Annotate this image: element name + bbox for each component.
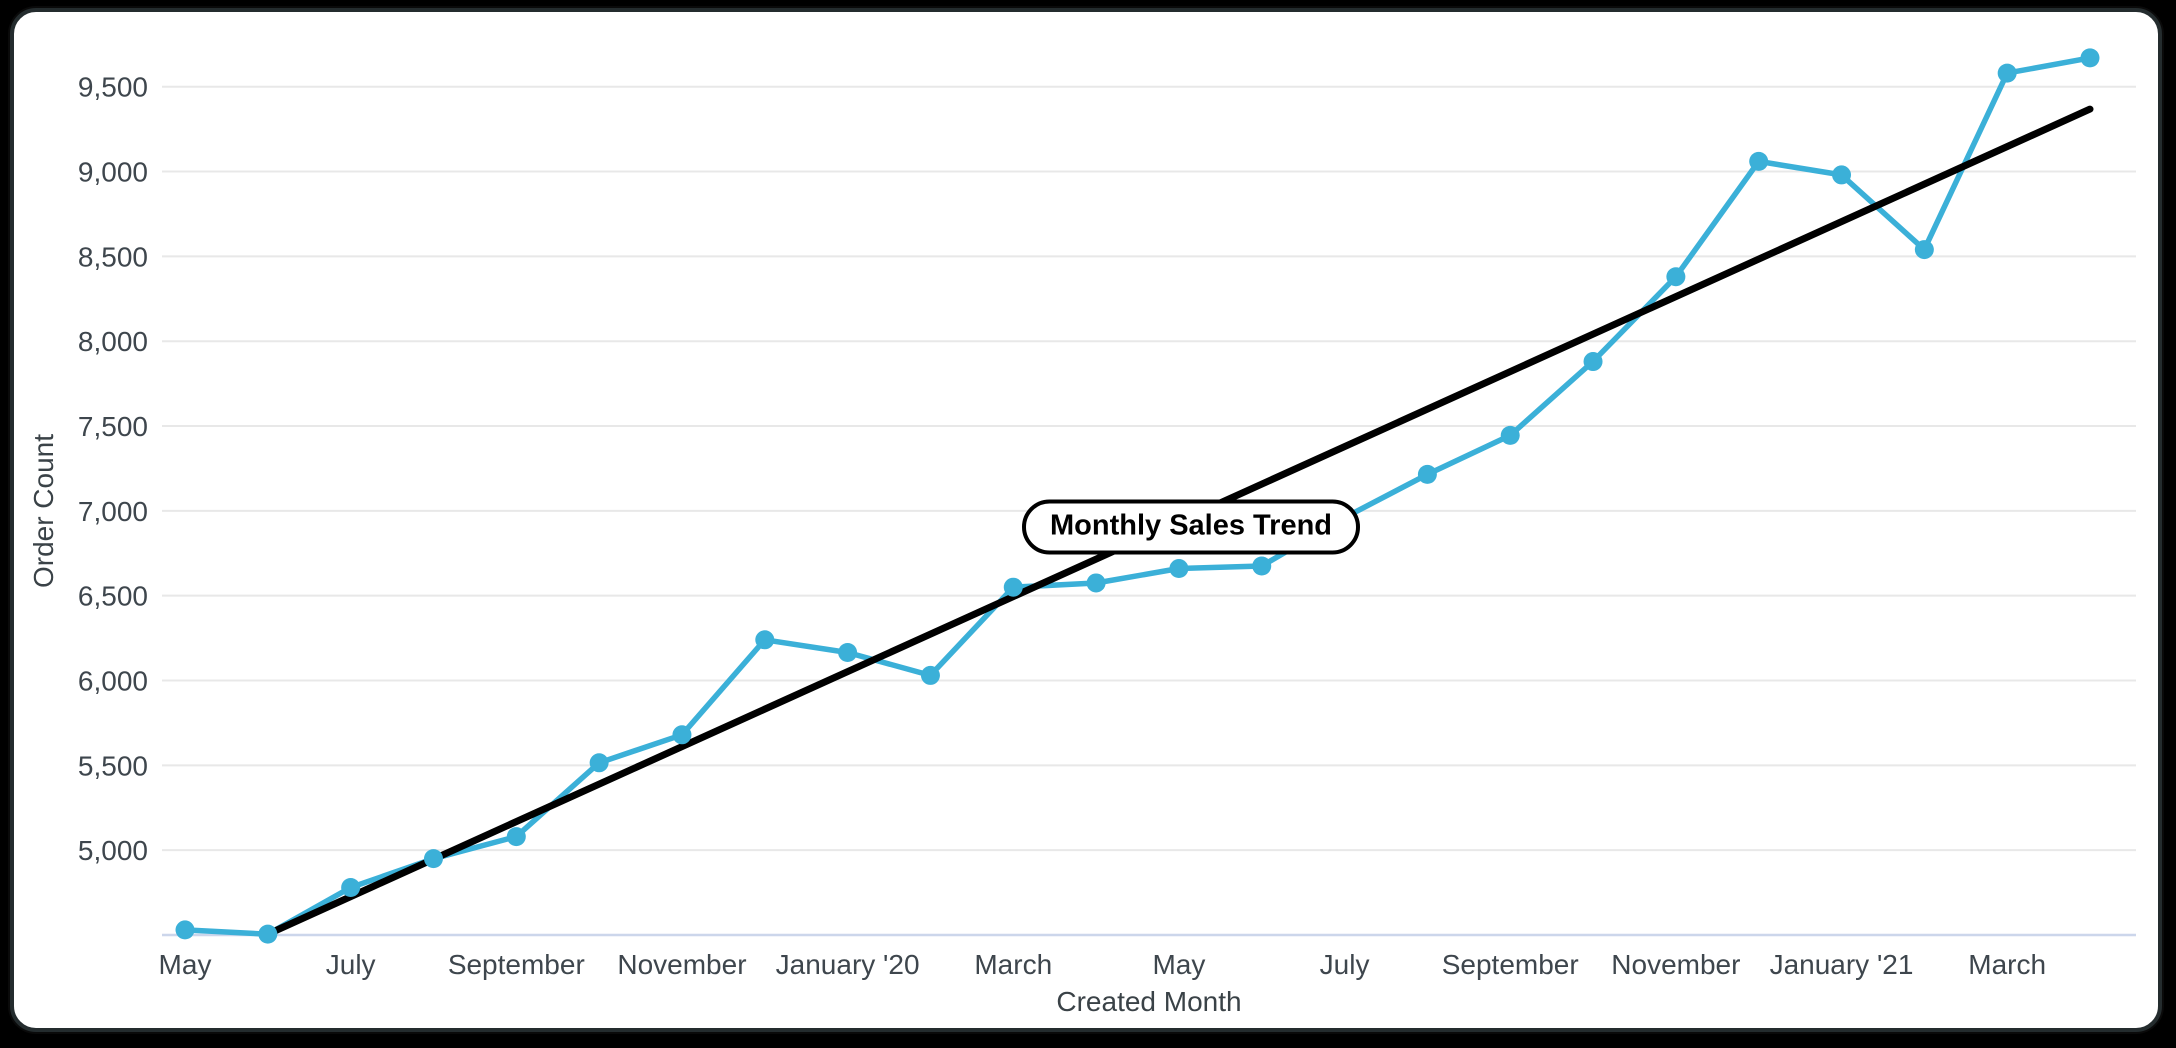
- sales-series-line: [182, 55, 2093, 937]
- data-point-December 2020[interactable]: [1749, 151, 1769, 171]
- x-tick-label: November: [1611, 949, 1740, 980]
- y-tick-label: 5,500: [78, 750, 148, 781]
- x-tick-label: March: [1968, 949, 2046, 980]
- y-tick-label: 9,000: [78, 157, 148, 188]
- data-point-September 2019[interactable]: [506, 827, 526, 847]
- x-tick-label: July: [326, 949, 376, 980]
- data-point-November 2019[interactable]: [672, 725, 692, 745]
- x-tick-label: May: [1152, 949, 1205, 980]
- data-point-February 2021[interactable]: [1914, 240, 1934, 260]
- data-point-November 2020[interactable]: [1666, 267, 1686, 287]
- data-point-March 2020[interactable]: [1003, 577, 1023, 597]
- x-tick-label: September: [1442, 949, 1579, 980]
- y-tick-label: 7,000: [78, 496, 148, 527]
- y-tick-label: 7,500: [78, 411, 148, 442]
- data-point-August 2020[interactable]: [1417, 464, 1437, 484]
- data-point-August 2019[interactable]: [423, 849, 443, 869]
- data-point-January 2021[interactable]: [1832, 165, 1852, 185]
- y-tick-label: 8,000: [78, 326, 148, 357]
- x-tick-label: March: [974, 949, 1052, 980]
- x-tick-label: September: [448, 949, 585, 980]
- data-point-July 2019[interactable]: [341, 877, 361, 897]
- y-axis-title: Order Count: [28, 433, 59, 589]
- data-point-April 2020[interactable]: [1086, 573, 1106, 593]
- data-point-June 2019[interactable]: [258, 924, 278, 944]
- x-tick-label: May: [159, 949, 212, 980]
- y-tick-label: 6,500: [78, 581, 148, 612]
- data-point-February 2020[interactable]: [920, 665, 940, 685]
- data-point-December 2019[interactable]: [755, 630, 775, 650]
- data-point-March 2021[interactable]: [1997, 63, 2017, 83]
- data-point-May 2020[interactable]: [1169, 559, 1189, 579]
- data-point-May 2019[interactable]: [175, 920, 195, 940]
- y-tick-label: 5,000: [78, 835, 148, 866]
- data-point-September 2020[interactable]: [1500, 425, 1520, 445]
- data-point-June 2020[interactable]: [1252, 556, 1272, 576]
- data-point-October 2020[interactable]: [1583, 352, 1603, 372]
- y-tick-label: 8,500: [78, 241, 148, 272]
- y-tick-label: 9,500: [78, 72, 148, 103]
- x-tick-label: January '20: [776, 949, 920, 980]
- x-tick-label: July: [1320, 949, 1370, 980]
- data-point-April 2021[interactable]: [2080, 48, 2100, 68]
- trend-annotation-label: Monthly Sales Trend: [1050, 509, 1332, 542]
- y-tick-label: 6,000: [78, 666, 148, 697]
- data-point-October 2019[interactable]: [589, 753, 609, 773]
- trend-annotation-pill: Monthly Sales Trend: [1022, 499, 1360, 555]
- x-axis-title: Created Month: [1056, 986, 1242, 1017]
- x-tick-label: January '21: [1770, 949, 1914, 980]
- x-tick-label: November: [617, 949, 746, 980]
- data-point-January 2020[interactable]: [838, 643, 858, 663]
